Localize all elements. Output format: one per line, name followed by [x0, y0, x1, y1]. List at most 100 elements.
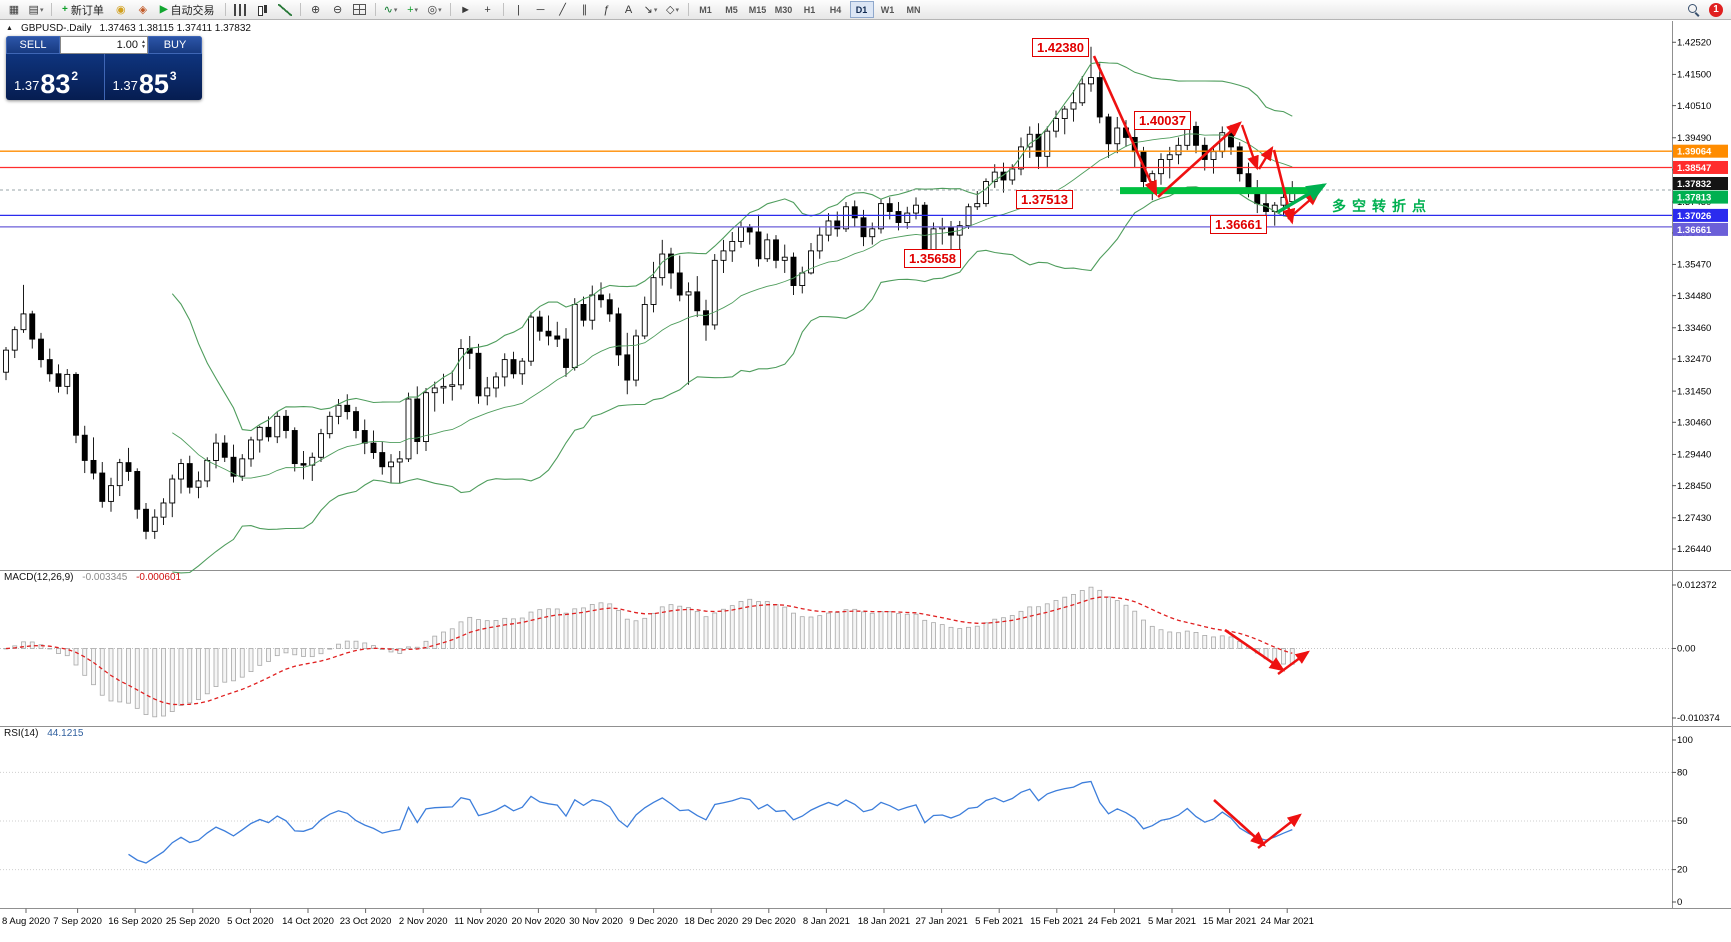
timeframe-h1[interactable]: H1: [803, 4, 816, 15]
price-scale[interactable]: 1.425201.415001.405101.394901.384701.374…: [1672, 37, 1728, 555]
one-click-collapse-icon[interactable]: ▲: [6, 25, 13, 32]
svg-text:1.34480: 1.34480: [1677, 291, 1711, 302]
fibonacci-icon[interactable]: ƒ: [603, 3, 610, 16]
turning-point-label[interactable]: 多空转折点: [1332, 198, 1432, 214]
svg-text:1.38547: 1.38547: [1677, 163, 1711, 174]
svg-text:18 Dec 2020: 18 Dec 2020: [684, 916, 738, 927]
svg-text:1.37813: 1.37813: [1677, 193, 1711, 204]
chevron-down-icon[interactable]: ▾: [653, 6, 658, 14]
trend-arrows[interactable]: [1092, 55, 1327, 849]
arrow-object-icon[interactable]: ↘ ▾: [643, 4, 658, 16]
svg-text:100: 100: [1677, 735, 1693, 746]
ask-price[interactable]: 1.37 85 3: [103, 54, 203, 100]
bid-main-digits: 1.37: [14, 78, 40, 93]
new-order-button[interactable]: + 新订单: [57, 2, 109, 18]
svg-text:16 Sep 2020: 16 Sep 2020: [108, 916, 162, 927]
svg-text:25 Sep 2020: 25 Sep 2020: [166, 916, 220, 927]
notification-badge[interactable]: 1: [1709, 2, 1723, 17]
indicators-icon[interactable]: ∿ ▾: [383, 4, 398, 16]
channel-icon[interactable]: ∥: [581, 4, 588, 16]
tile-windows-icon[interactable]: [350, 2, 370, 18]
zoom-in-icon[interactable]: ⊕: [310, 4, 321, 16]
timeframe-m30[interactable]: M30: [774, 4, 793, 15]
profiles-icon[interactable]: ▤ ▾: [28, 4, 44, 16]
svg-text:0.012372: 0.012372: [1677, 580, 1717, 591]
svg-text:8 Jan 2021: 8 Jan 2021: [803, 916, 850, 927]
volume-up-icon[interactable]: ▲: [141, 39, 146, 45]
candlestick-chart-icon: [256, 4, 270, 16]
rsi-scale[interactable]: 100 80 50 20 0: [1672, 735, 1693, 908]
chart-window-icon[interactable]: ▦: [8, 4, 20, 16]
shapes-icon[interactable]: ◇ ▾: [666, 4, 680, 16]
auto-trading-button-label: 自动交易: [170, 4, 215, 17]
svg-text:5 Oct 2020: 5 Oct 2020: [227, 916, 273, 927]
ask-big-digits: 85: [138, 69, 169, 99]
timeframe-mn[interactable]: MN: [906, 4, 921, 15]
timeframe-m5[interactable]: M5: [725, 4, 738, 15]
price-callout-1.36661[interactable]: 1.36661: [1210, 215, 1267, 234]
vertical-line-icon[interactable]: |: [517, 3, 520, 16]
objects-list-icon[interactable]: ◎ ▾: [427, 4, 442, 16]
buy-button[interactable]: BUY: [148, 36, 202, 54]
svg-text:5 Mar 2021: 5 Mar 2021: [1148, 916, 1196, 927]
svg-text:1.41500: 1.41500: [1677, 70, 1711, 81]
volume-field[interactable]: 1.00 ▲ ▼: [60, 36, 148, 54]
zoom-out-icon[interactable]: ⊖: [332, 4, 343, 16]
candlestick-chart-icon[interactable]: [253, 2, 273, 18]
price-callout-1.37513[interactable]: 1.37513: [1016, 190, 1073, 209]
ask-main-digits: 1.37: [112, 78, 138, 93]
time-axis[interactable]: 8 Aug 2020 7 Sep 2020 16 Sep 2020 25 Sep 20…: [2, 908, 1314, 928]
add-indicator-icon[interactable]: + ▾: [407, 3, 419, 16]
bid-pip-digit: 2: [71, 69, 79, 83]
new-order-button-label: 新订单: [70, 4, 104, 17]
toolbar-separator: [51, 3, 52, 16]
svg-text:1.31450: 1.31450: [1677, 386, 1711, 397]
crosshair-icon[interactable]: +: [484, 3, 491, 16]
volume-stepper[interactable]: ▲ ▼: [141, 40, 146, 50]
horizontal-lines[interactable]: [0, 150, 1672, 228]
sell-button[interactable]: SELL: [6, 36, 60, 54]
svg-text:-0.010374: -0.010374: [1677, 713, 1720, 724]
chevron-down-icon[interactable]: ▾: [39, 6, 44, 14]
volume-down-icon[interactable]: ▼: [141, 44, 146, 50]
price-callout-1.42380[interactable]: 1.42380: [1032, 38, 1089, 57]
svg-text:1.26440: 1.26440: [1677, 544, 1711, 555]
svg-text:1.37026: 1.37026: [1677, 211, 1711, 222]
trendline-icon[interactable]: ╱: [559, 4, 566, 16]
svg-text:20 Nov 2020: 20 Nov 2020: [511, 916, 565, 927]
toolbar-separator: [224, 3, 226, 16]
timeframe-m1[interactable]: M1: [699, 4, 712, 15]
svg-text:1.36661: 1.36661: [1677, 225, 1712, 236]
toolbar-separator: [449, 3, 451, 16]
chevron-down-icon[interactable]: ▾: [438, 6, 442, 14]
chevron-down-icon[interactable]: ▾: [414, 6, 419, 14]
line-chart-icon[interactable]: [275, 2, 295, 18]
chevron-down-icon[interactable]: ▾: [393, 6, 398, 14]
price-callout-1.40037[interactable]: 1.40037: [1134, 111, 1191, 130]
search-icon[interactable]: [1683, 2, 1703, 18]
svg-text:5 Feb 2021: 5 Feb 2021: [975, 916, 1023, 927]
bar-chart-icon[interactable]: [231, 2, 251, 18]
svg-text:1.40510: 1.40510: [1677, 101, 1711, 112]
volume-value[interactable]: 1.00: [116, 39, 139, 51]
svg-text:15 Mar 2021: 15 Mar 2021: [1203, 916, 1256, 927]
bid-price[interactable]: 1.37 83 2: [6, 54, 104, 100]
chevron-down-icon[interactable]: ▾: [675, 6, 680, 14]
auto-trading-button[interactable]: ▶ 自动交易: [155, 2, 220, 18]
toolbar-separator: [502, 3, 504, 16]
timeframe-m15[interactable]: M15: [748, 4, 767, 15]
svg-text:1.27430: 1.27430: [1677, 513, 1711, 524]
price-callout-1.35658[interactable]: 1.35658: [904, 249, 961, 268]
macd-scale[interactable]: 0.012372 0.00 -0.010374: [1672, 580, 1720, 724]
bonus-icon[interactable]: ◈: [138, 4, 148, 16]
horizontal-line-icon[interactable]: ─: [536, 3, 545, 16]
timeframe-h4[interactable]: H4: [829, 4, 842, 15]
line-chart-icon: [277, 3, 292, 16]
svg-text:9 Dec 2020: 9 Dec 2020: [629, 916, 678, 927]
timeframe-d1[interactable]: D1: [849, 1, 874, 18]
text-icon[interactable]: A: [624, 3, 633, 16]
deposit-icon[interactable]: ◉: [116, 4, 126, 16]
timeframe-w1[interactable]: W1: [880, 4, 895, 15]
cursor-icon[interactable]: ►: [460, 3, 471, 16]
